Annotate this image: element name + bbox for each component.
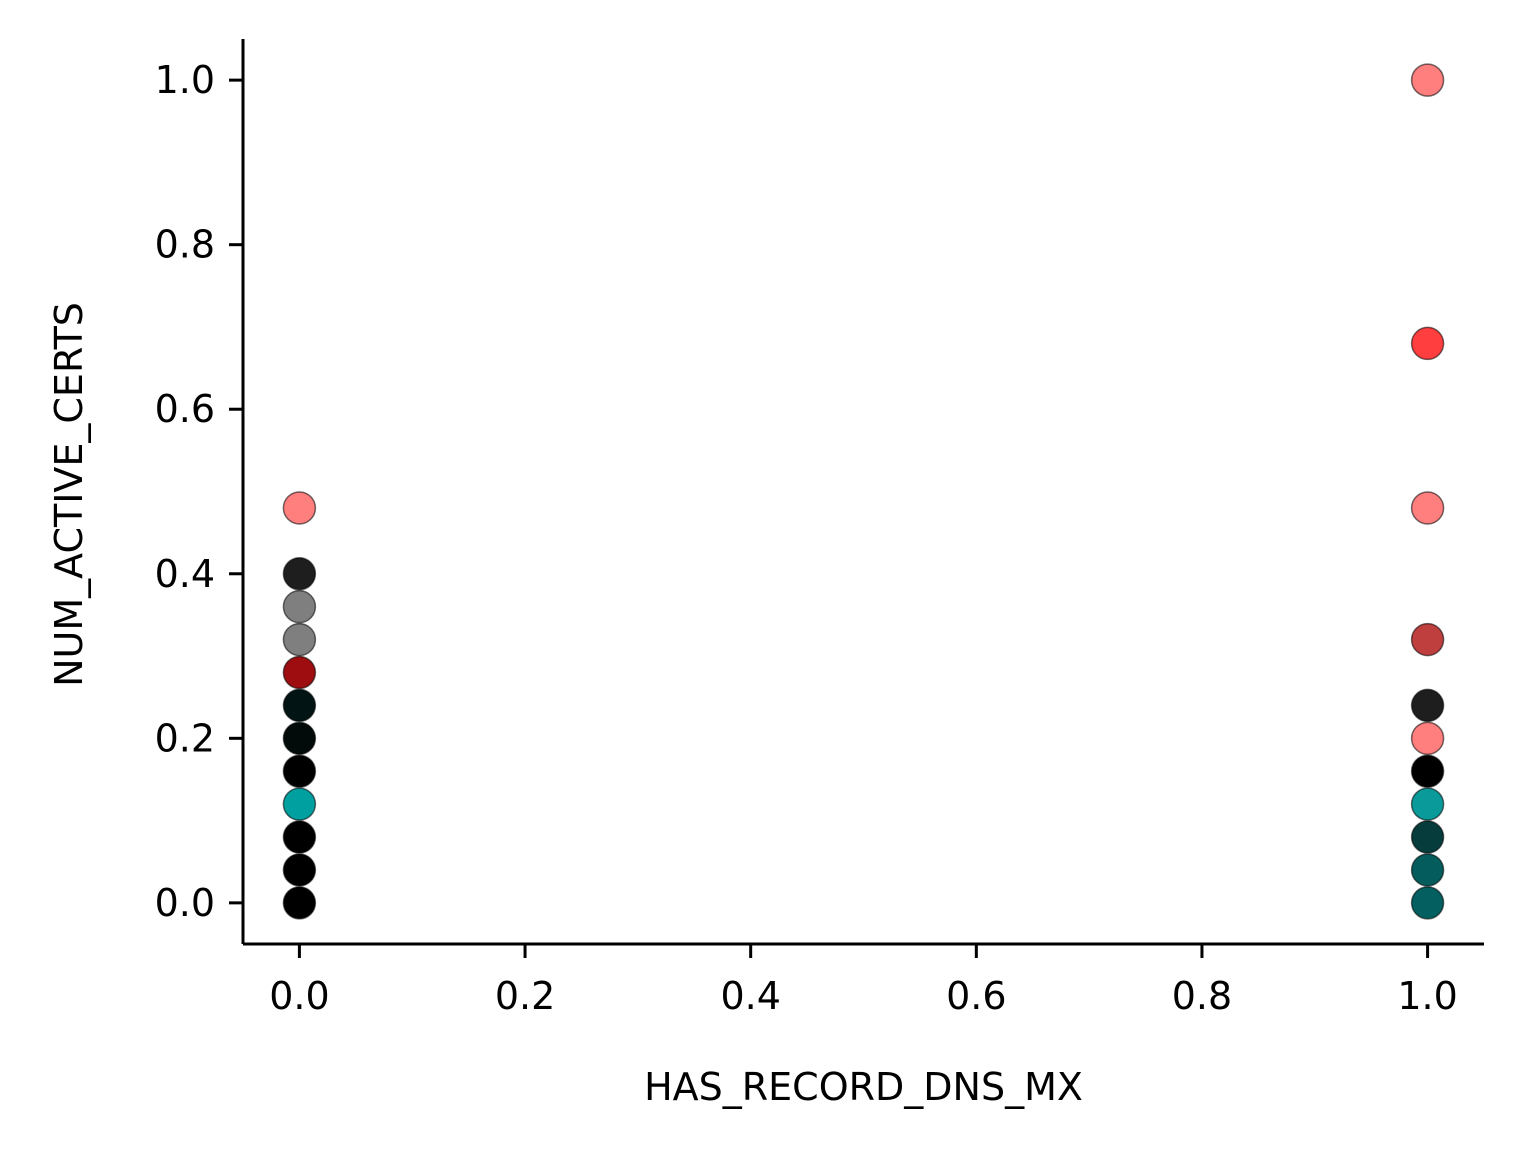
data-point bbox=[282, 820, 317, 854]
data-point bbox=[1410, 886, 1445, 920]
x-tick-label: 1.0 bbox=[1397, 974, 1457, 1018]
data-points bbox=[282, 63, 1445, 920]
x-tick-label: 0.8 bbox=[1172, 974, 1232, 1018]
y-tick-label: 0.0 bbox=[155, 881, 215, 925]
x-tick-label: 0.4 bbox=[720, 974, 780, 1018]
data-point bbox=[1410, 491, 1445, 525]
data-point bbox=[282, 688, 317, 723]
axes: 0.0 0.2 0.4 0.6 0.8 1.0 0.0 0.2 0.4 0.6 0.8 1.0 bbox=[155, 39, 1484, 1018]
data-point bbox=[1410, 63, 1445, 97]
data-point bbox=[282, 491, 317, 525]
data-point bbox=[1410, 688, 1445, 723]
y-tick-label: 0.4 bbox=[155, 552, 215, 596]
data-point bbox=[1410, 787, 1445, 821]
y-axis-ticks: 0.0 0.2 0.4 0.6 0.8 1.0 bbox=[155, 58, 243, 925]
x-axis-ticks: 0.0 0.2 0.4 0.6 0.8 1.0 bbox=[269, 944, 1458, 1018]
data-point bbox=[282, 622, 317, 657]
data-point bbox=[282, 721, 317, 756]
y-axis-label: NUM_ACTIVE_CERTS bbox=[47, 302, 91, 687]
data-point bbox=[282, 589, 317, 624]
data-point bbox=[282, 754, 317, 788]
x-axis-label: HAS_RECORD_DNS_MX bbox=[644, 1065, 1083, 1109]
data-point bbox=[1410, 853, 1445, 887]
y-tick-label: 0.6 bbox=[155, 387, 215, 431]
data-point bbox=[282, 787, 317, 821]
data-point bbox=[1410, 326, 1445, 361]
data-point bbox=[282, 655, 317, 690]
data-point bbox=[1410, 820, 1445, 854]
data-point bbox=[282, 853, 317, 887]
y-tick-label: 1.0 bbox=[155, 58, 215, 102]
y-tick-label: 0.8 bbox=[155, 223, 215, 267]
data-point bbox=[282, 886, 317, 920]
x-tick-label: 0.6 bbox=[946, 974, 1006, 1018]
y-tick-label: 0.2 bbox=[155, 716, 215, 760]
x-tick-label: 0.0 bbox=[269, 974, 329, 1018]
data-point bbox=[1410, 754, 1445, 788]
x-tick-label: 0.2 bbox=[495, 974, 555, 1018]
data-point bbox=[1410, 622, 1445, 657]
data-point bbox=[1410, 721, 1445, 756]
data-point bbox=[282, 557, 317, 591]
